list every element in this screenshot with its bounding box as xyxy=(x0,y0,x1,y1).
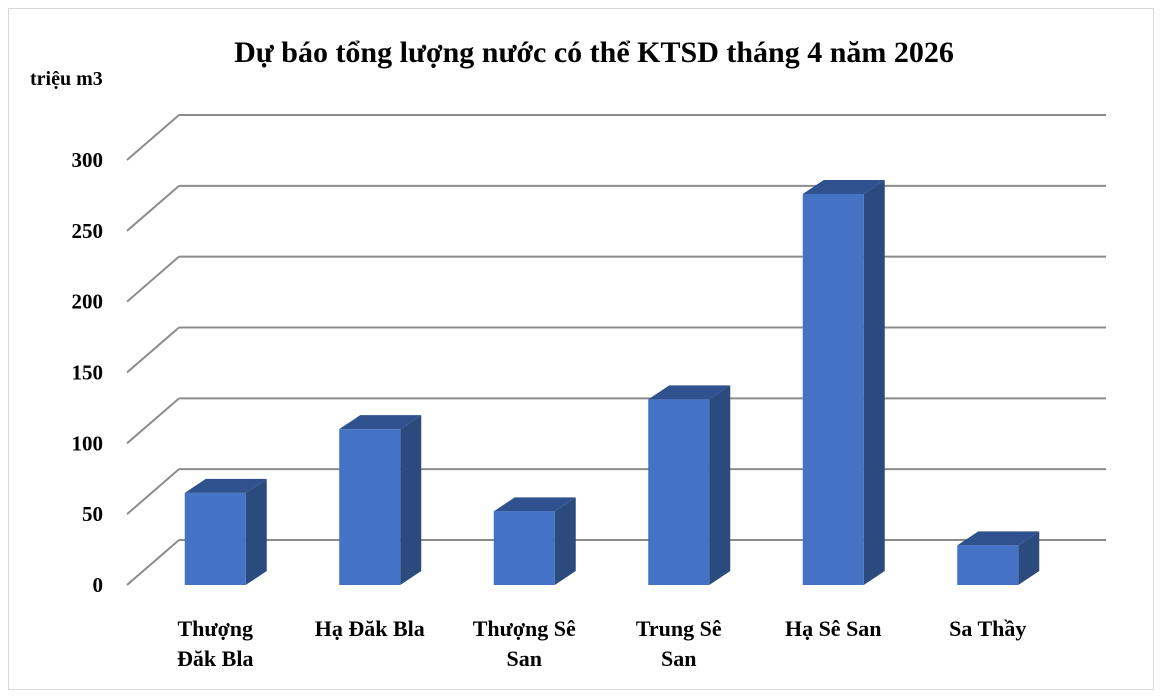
gridlines xyxy=(126,114,1106,586)
chart-title: Dự báo tổng lượng nước có thể KTSD tháng… xyxy=(234,36,954,69)
bar-side xyxy=(554,497,576,585)
x-category-label: Trung Sê San xyxy=(636,616,722,671)
gridline-200 xyxy=(126,255,1106,303)
y-tick-label: 150 xyxy=(72,361,104,385)
bar-top xyxy=(339,415,422,430)
gridline-150 xyxy=(126,326,1106,374)
x-category-label: Thượng Đăk Bla xyxy=(177,616,253,671)
bar-side xyxy=(245,478,267,585)
bar-front xyxy=(339,429,401,585)
bar-side xyxy=(709,385,731,585)
x-category-label: Sa Thầy xyxy=(949,616,1026,641)
bar-front xyxy=(957,545,1019,585)
gridline-50 xyxy=(126,468,1106,515)
gridline-250 xyxy=(126,184,1106,232)
x-axis-labels: Thượng Đăk Bla Hạ Đăk Bla Thượng Sê San Trung… xyxy=(177,616,1026,671)
bar-top xyxy=(802,180,885,194)
bars xyxy=(184,180,1040,585)
bar-2 xyxy=(493,497,576,585)
bar-top xyxy=(493,497,576,512)
gridline-0 xyxy=(126,539,1106,586)
y-tick-label: 200 xyxy=(72,290,104,314)
bar-top xyxy=(648,385,731,400)
bar-top xyxy=(957,531,1040,546)
bar-1 xyxy=(339,415,422,585)
bar-side xyxy=(863,180,885,585)
gridline-300 xyxy=(126,114,1106,161)
bar-side xyxy=(400,415,422,585)
bar-side xyxy=(1018,531,1040,585)
y-axis-label: triệu m3 xyxy=(30,68,103,90)
bar-top xyxy=(184,478,267,493)
bar-4 xyxy=(802,180,885,585)
y-tick-label: 100 xyxy=(72,431,104,455)
y-tick-label: 250 xyxy=(72,219,104,243)
x-category-label: Hạ Đăk Bla xyxy=(315,616,425,641)
y-tick-label: 50 xyxy=(82,502,103,526)
bar-5 xyxy=(957,531,1040,585)
bar-3 xyxy=(648,385,731,585)
y-axis-ticks: 0 50 100 150 200 250 300 xyxy=(72,148,104,597)
y-tick-label: 0 xyxy=(93,573,104,597)
y-tick-label: 300 xyxy=(72,148,104,172)
x-category-label: Hạ Sê San xyxy=(785,616,882,641)
bar-0 xyxy=(184,478,267,585)
bar-front xyxy=(493,511,555,585)
bar-front xyxy=(184,492,246,585)
gridline-100 xyxy=(126,397,1106,445)
bar-front xyxy=(802,194,864,585)
x-category-label: Thượng Sê San xyxy=(473,616,576,671)
bar-front xyxy=(648,399,710,585)
